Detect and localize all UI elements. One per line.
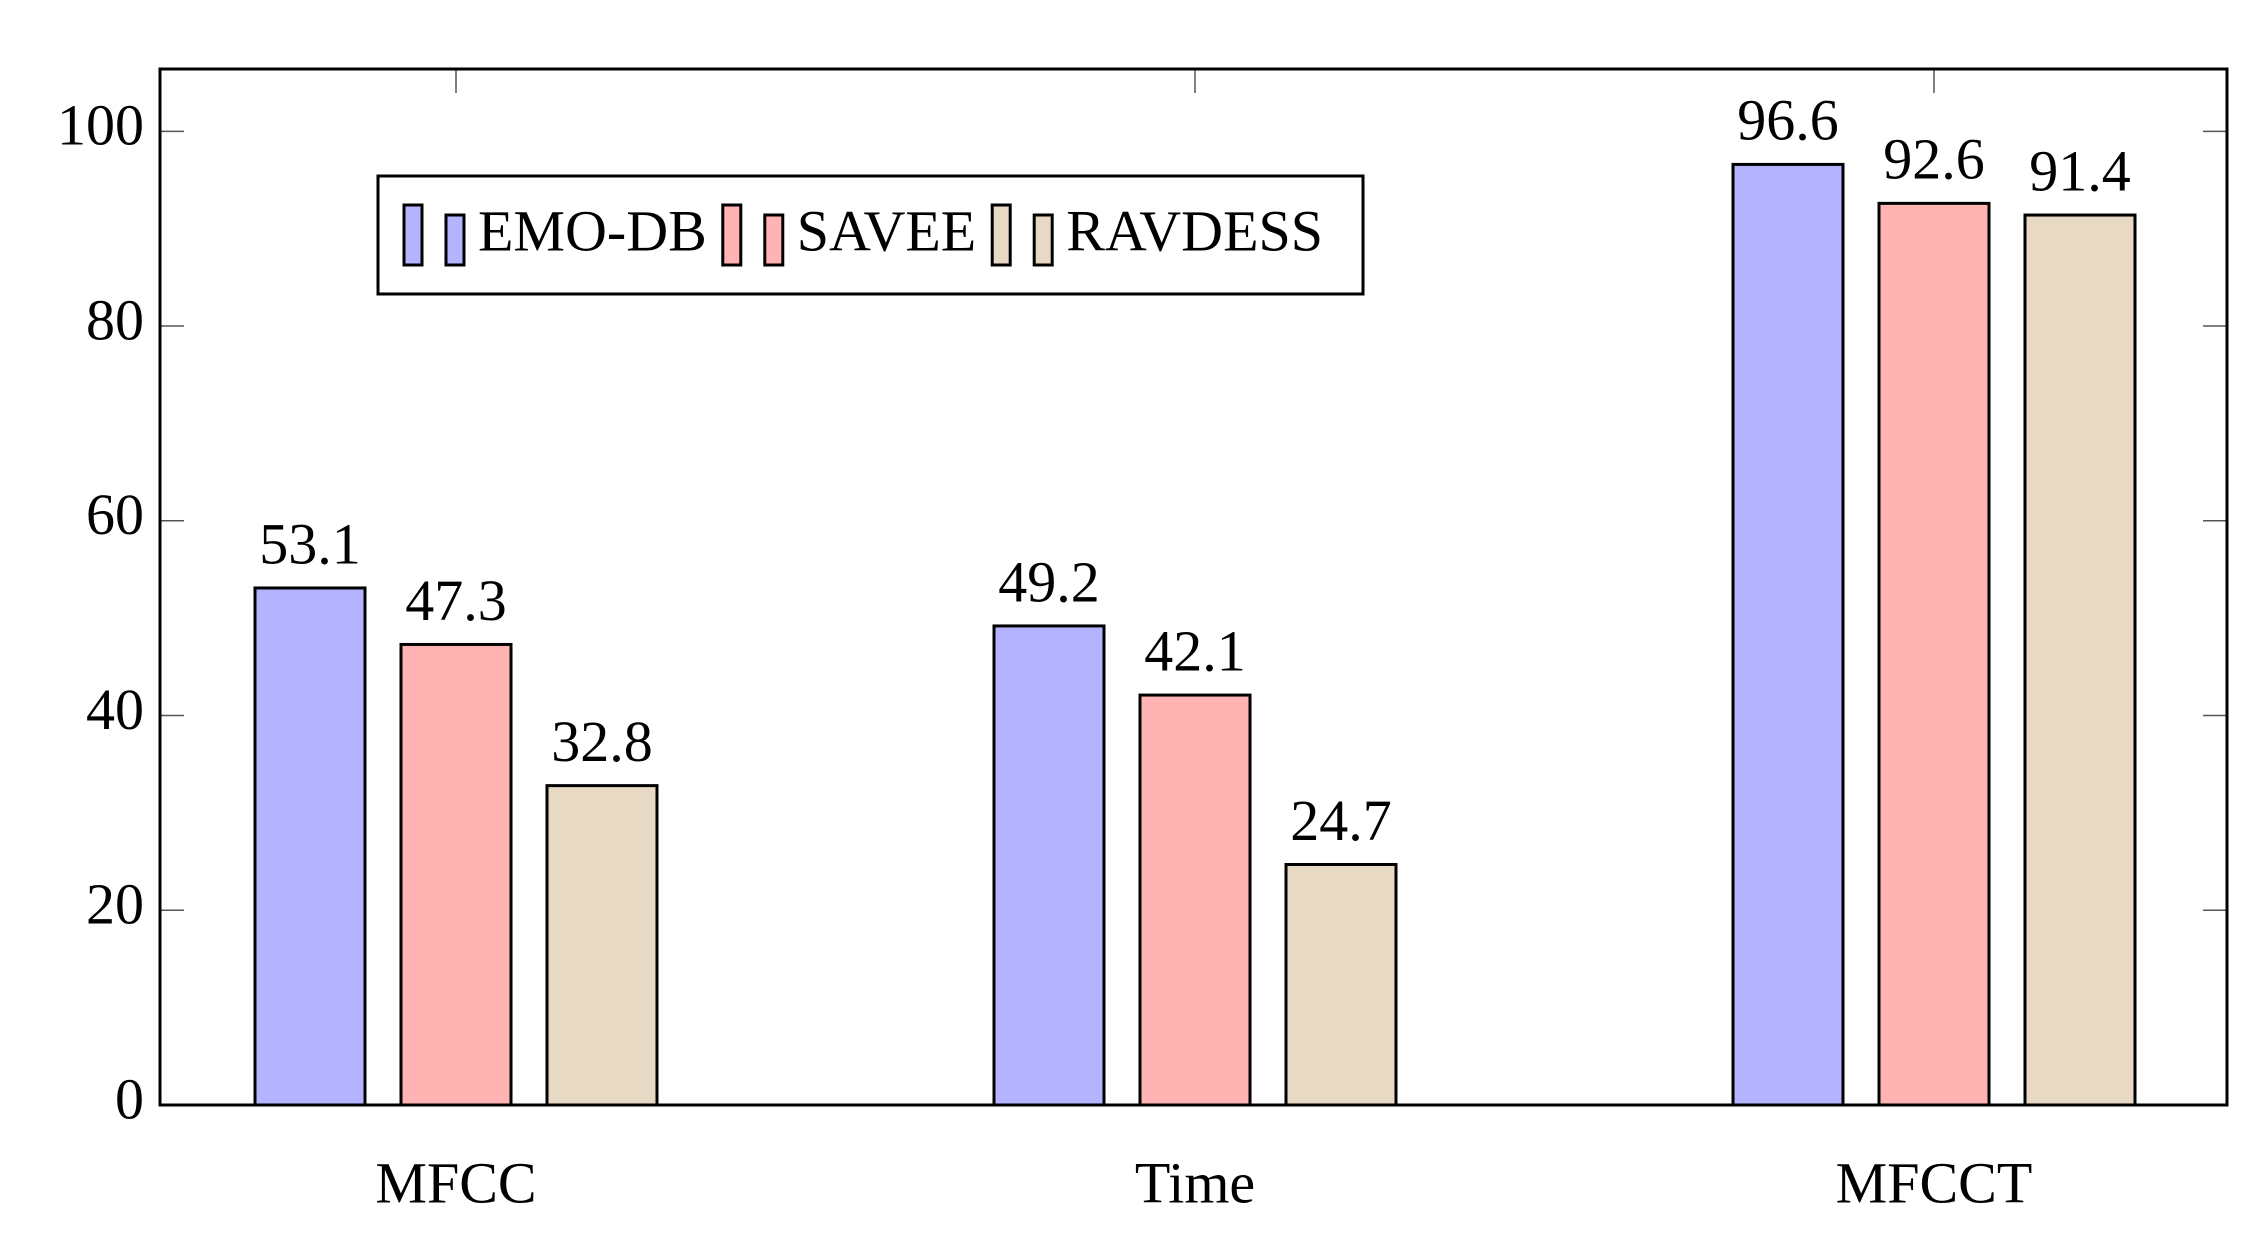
- value-label: 49.2: [998, 549, 1100, 614]
- value-label: 91.4: [2029, 138, 2131, 203]
- legend-label: RAVDESS: [1066, 198, 1323, 263]
- legend-label: EMO-DB: [478, 198, 707, 263]
- value-label: 53.1: [259, 511, 361, 576]
- legend-marker: [402, 203, 424, 267]
- x-tick-label: MFCCT: [1836, 1150, 2033, 1215]
- plot-frame: [158, 67, 2229, 1107]
- legend-marker: [721, 203, 743, 267]
- x-tick-label: Time: [1135, 1150, 1255, 1215]
- bar: [1284, 863, 1398, 1107]
- y-tick-label: 80: [86, 287, 144, 352]
- y-tick-label: 0: [115, 1066, 144, 1131]
- bar: [399, 642, 513, 1107]
- legend-label: SAVEE: [797, 198, 976, 263]
- value-label: 42.1: [1144, 618, 1246, 683]
- y-tick-label: 60: [86, 482, 144, 547]
- value-label: 32.8: [551, 709, 653, 774]
- bar: [1138, 693, 1252, 1107]
- bar: [545, 784, 659, 1107]
- x-tick-label: MFCC: [375, 1150, 536, 1215]
- bar: [2023, 213, 2137, 1107]
- legend-marker: [1032, 213, 1054, 267]
- y-tick-label: 20: [86, 872, 144, 937]
- bar: [1731, 162, 1845, 1107]
- legend-box: [376, 174, 1365, 296]
- legend: EMO-DB SAVEE RAVDESS: [376, 174, 1365, 296]
- bar: [253, 586, 367, 1107]
- y-tick-label: 40: [86, 677, 144, 742]
- value-label: 96.6: [1737, 88, 1839, 153]
- legend-marker: [990, 203, 1012, 267]
- y-tick-label: 100: [57, 93, 144, 158]
- value-label: 47.3: [405, 568, 507, 633]
- value-label: 92.6: [1883, 127, 1985, 192]
- value-label: 24.7: [1290, 788, 1392, 853]
- bar: [1877, 201, 1991, 1107]
- legend-marker: [444, 213, 466, 267]
- legend-marker: [763, 213, 785, 267]
- bar: [992, 624, 1106, 1107]
